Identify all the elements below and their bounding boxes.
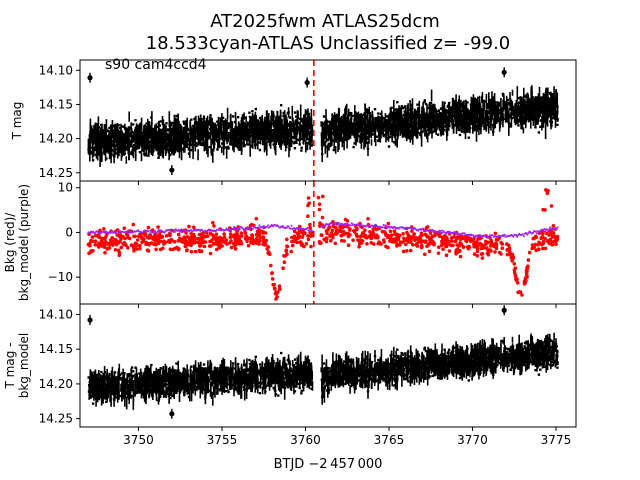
panel-bottom-ytick-label: 14.15 [39, 342, 73, 356]
panel-middle-ylabel-line: bkg_model (purple) [17, 184, 31, 301]
panel-middle-ytick-label: −10 [48, 270, 73, 284]
panel-bottom-ylabel-line: T mag - [3, 343, 17, 390]
figure-title-line2: 18.533cyan-ATLAS Unclassified z= -99.0 [146, 33, 511, 54]
panel-bottom-outlier [169, 411, 175, 417]
panel-bottom-ytick-label: 14.20 [39, 377, 73, 391]
panel-top-ytick-label: 14.25 [39, 166, 73, 180]
panel-bottom-ylabel: T mag -bkg_model [3, 333, 31, 399]
panel-top-outlier [87, 75, 93, 81]
panel-middle: 10 0 −10 Bkg (red)/bkg_model (purple) [3, 180, 577, 308]
panel-top-outlier [304, 79, 310, 86]
panel-top-ytick-label: 14.20 [39, 132, 73, 146]
panel-bottom-outlier [87, 317, 93, 323]
panel-bottom-ytick-label: 14.10 [39, 307, 73, 321]
panel-middle-bkg-model [87, 221, 559, 239]
panel-middle-ylabel: Bkg (red)/bkg_model (purple) [3, 184, 31, 301]
panel-bottom-data [87, 305, 559, 419]
panel-top-ylabel-line: T mag [10, 102, 24, 141]
panel-bottom-xtick-label: 3760 [290, 433, 321, 447]
panel-bottom-xtick-label: 3765 [374, 433, 405, 447]
panel-bottom: 3750 3755 3760 3765 3770 3775 14.10 14.15 14.20 1… [3, 303, 577, 447]
panel-bottom-xtick-label: 3770 [457, 433, 488, 447]
panel-bottom-points [87, 338, 559, 405]
panel-top-outlier [501, 69, 507, 75]
panel-bottom-frame [79, 303, 577, 428]
panel-top-ytick-label: 14.10 [39, 63, 73, 77]
panel-bottom-ylabel-line: bkg_model [17, 333, 31, 399]
panel-middle-ylabel-line: Bkg (red)/ [3, 212, 17, 273]
panel-top-ylabel: T mag [10, 102, 24, 141]
panel-middle-ytick-label: 10 [58, 181, 73, 195]
panel-top-points [87, 91, 559, 162]
panel-bottom-outlier [501, 307, 507, 313]
figure-title-line1: AT2025fwm ATLAS25dcm [210, 11, 440, 32]
panel-top-ytick-label: 14.15 [39, 97, 73, 111]
panel-bottom-xtick-label: 3775 [541, 433, 572, 447]
panel-annotation: s90 cam4ccd4 [105, 57, 207, 73]
panel-top-outlier [169, 167, 175, 173]
panel-bottom-xtick-label: 3750 [123, 433, 154, 447]
panel-middle-data [86, 188, 560, 301]
x-axis-label: BTJD −2 457 000 [274, 457, 383, 472]
panel-top-data [87, 67, 559, 176]
panel-bottom-xtick-label: 3755 [207, 433, 238, 447]
panel-bottom-ytick-label: 14.25 [39, 412, 73, 426]
panel-middle-ytick-label: 0 [65, 225, 73, 239]
